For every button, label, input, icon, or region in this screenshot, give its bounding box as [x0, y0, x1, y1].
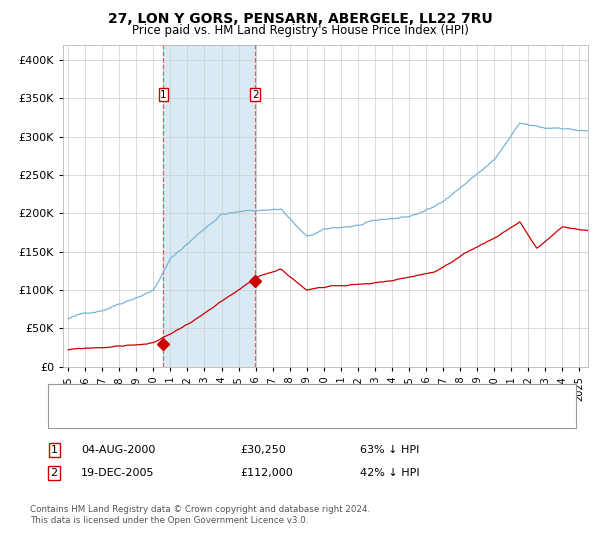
Text: 1: 1 [50, 445, 58, 455]
Text: 42% ↓ HPI: 42% ↓ HPI [360, 468, 419, 478]
Text: £112,000: £112,000 [240, 468, 293, 478]
Bar [163, 45, 255, 367]
Text: 04-AUG-2000: 04-AUG-2000 [81, 445, 155, 455]
Text: 2: 2 [50, 468, 58, 478]
Text: 63% ↓ HPI: 63% ↓ HPI [360, 445, 419, 455]
Text: Contains HM Land Registry data © Crown copyright and database right 2024.
This d: Contains HM Land Registry data © Crown c… [30, 505, 370, 525]
Text: HPI: Average price, detached house, Conwy: HPI: Average price, detached house, Conw… [96, 411, 324, 421]
Text: 19-DEC-2005: 19-DEC-2005 [81, 468, 155, 478]
Text: 2: 2 [252, 90, 259, 100]
Text: 27, LON Y GORS, PENSARN, ABERGELE, LL22 7RU (detached house): 27, LON Y GORS, PENSARN, ABERGELE, LL22 … [96, 391, 448, 402]
Text: 1: 1 [160, 90, 167, 100]
Text: £30,250: £30,250 [240, 445, 286, 455]
Text: 27, LON Y GORS, PENSARN, ABERGELE, LL22 7RU: 27, LON Y GORS, PENSARN, ABERGELE, LL22 … [107, 12, 493, 26]
Text: Price paid vs. HM Land Registry's House Price Index (HPI): Price paid vs. HM Land Registry's House … [131, 24, 469, 36]
